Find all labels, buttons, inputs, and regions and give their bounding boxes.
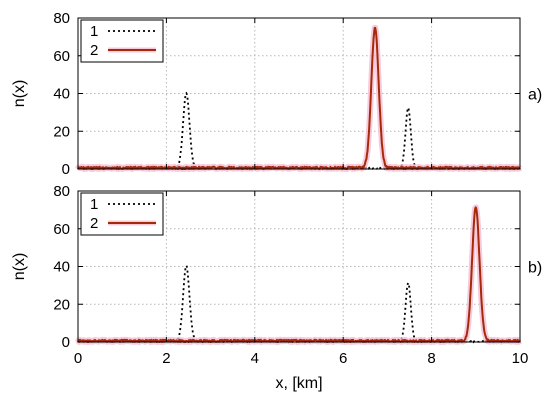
x-tick-label: 6 [339,350,347,367]
y-tick-label: 0 [62,161,70,178]
x-tick-label: 2 [162,350,170,367]
legend-label: 1 [90,196,98,213]
legend-box [80,19,164,63]
x-tick-label: 4 [251,350,259,367]
x-tick-label: 0 [74,350,82,367]
y-tick-label: 20 [53,123,70,140]
legend-box [80,192,164,236]
panel-tag: a) [528,87,542,104]
y-tick-label: 80 [53,10,70,27]
legend: 12 [80,192,164,236]
y-axis-label: n(x) [11,253,28,281]
y-tick-label: 40 [53,86,70,103]
y-tick-label: 40 [53,259,70,276]
legend-label: 2 [90,42,98,59]
legend: 12 [80,19,164,63]
panel-tag: b) [528,260,542,277]
y-tick-label: 80 [53,183,70,200]
y-axis-label: n(x) [11,80,28,108]
x-tick-label: 10 [512,350,529,367]
x-tick-label: 8 [427,350,435,367]
y-tick-label: 0 [62,334,70,351]
legend-label: 2 [90,215,98,232]
y-tick-label: 60 [53,48,70,65]
y-tick-label: 60 [53,221,70,238]
y-tick-label: 20 [53,296,70,313]
legend-label: 1 [90,23,98,40]
x-axis-label: x, [km] [275,375,322,392]
